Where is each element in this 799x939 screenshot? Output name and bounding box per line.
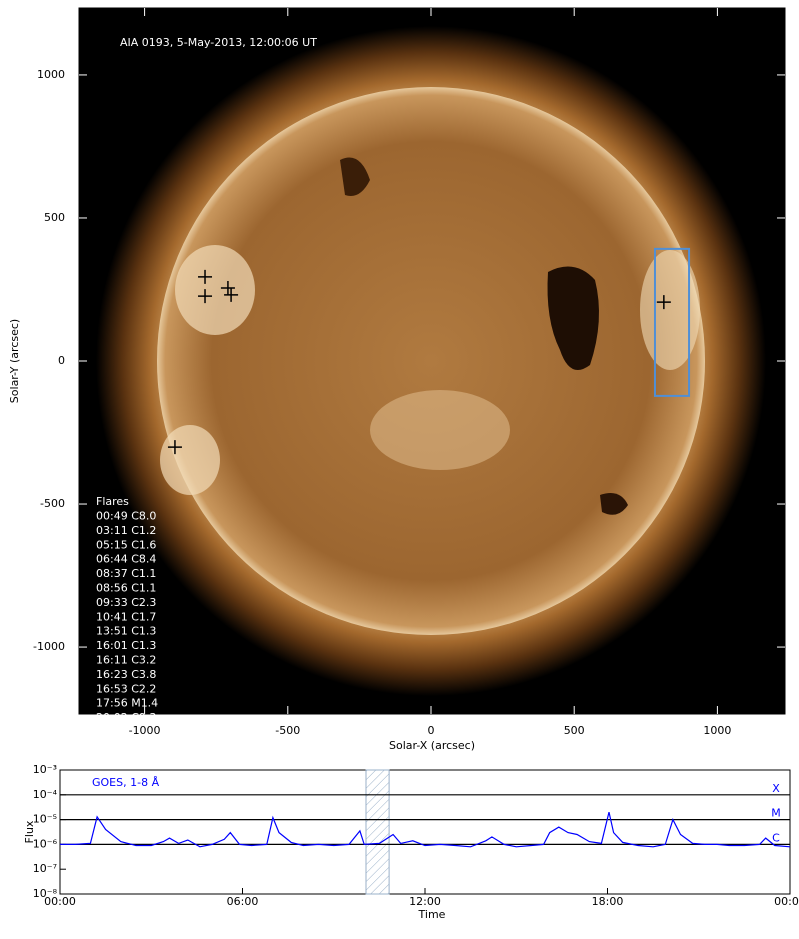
region-box: [653, 247, 691, 397]
x-axis-label: Time: [418, 908, 446, 921]
x-tick-label: 1000: [703, 724, 731, 737]
flare-entry: 13:51 C1.3: [96, 625, 156, 638]
flare-entry: 06:44 C8.4: [96, 553, 156, 566]
flare-entry: 16:53 C2.2: [96, 682, 156, 695]
x-tick-label: 06:00: [227, 895, 259, 908]
flare-marker: [220, 281, 235, 296]
flare-marker: [167, 440, 182, 455]
flare-marker: [656, 295, 671, 310]
y-axis-label: Solar-Y (arcsec): [8, 319, 21, 403]
flare-entry: 10:41 C1.7: [96, 610, 156, 623]
flare-marker: [198, 269, 213, 284]
x-tick-label: 00:00: [774, 895, 799, 908]
x-tick-label: -500: [275, 724, 300, 737]
image-title: AIA 0193, 5-May-2013, 12:00:06 UT: [120, 36, 317, 49]
y-tick-label: 10⁻³: [33, 763, 57, 776]
x-tick-label: 500: [564, 724, 585, 737]
y-tick-label: 10⁻⁵: [33, 813, 57, 826]
y-axis-label: Flux: [23, 820, 36, 843]
y-tick-label: 0: [58, 354, 65, 367]
goes-title: GOES, 1-8 Å: [92, 776, 160, 789]
x-tick-label: 0: [427, 724, 434, 737]
x-tick-label: 00:00: [44, 895, 76, 908]
y-tick-label: 10⁻⁴: [33, 788, 58, 801]
class-label: C: [772, 831, 780, 844]
y-tick-label: -1000: [33, 640, 65, 653]
class-label: M: [771, 807, 781, 820]
x-tick-label: 12:00: [409, 895, 441, 908]
flare-entry: 16:23 C3.8: [96, 668, 156, 681]
y-tick-label: 1000: [37, 68, 65, 81]
y-tick-label: 10⁻⁷: [33, 862, 57, 875]
flare-entry: 05:15 C1.6: [96, 538, 156, 551]
x-tick-label: -1000: [129, 724, 161, 737]
flare-entry: 16:01 C1.3: [96, 639, 156, 652]
sun-image: [96, 26, 766, 696]
flares-title: Flares: [96, 495, 129, 508]
flare-marker: [198, 289, 213, 304]
flare-entry: 08:56 C1.1: [96, 582, 156, 595]
flare-entry: 16:11 C3.2: [96, 654, 156, 667]
flare-entry: 03:11 C1.2: [96, 524, 156, 537]
flare-entry: 17:56 M1.4: [96, 697, 158, 710]
y-tick-label: -500: [40, 497, 65, 510]
y-tick-label: 10⁻⁸: [33, 887, 58, 900]
flux-line: [60, 811, 791, 848]
flare-entry: 09:33 C2.3: [96, 596, 156, 609]
x-tick-label: 18:00: [592, 895, 624, 908]
goes-frame: [59, 769, 791, 895]
shaded-interval: [365, 769, 390, 895]
flare-entry: 00:49 C8.0: [96, 510, 156, 523]
y-tick-label: 10⁻⁶: [33, 837, 58, 850]
class-label: X: [772, 782, 780, 795]
flare-marker: [224, 287, 239, 302]
x-axis-label: Solar-X (arcsec): [389, 739, 475, 752]
flare-entry: 20:02 C9.3: [96, 711, 156, 724]
y-tick-label: 500: [44, 211, 65, 224]
flare-entry: 08:37 C1.1: [96, 567, 156, 580]
